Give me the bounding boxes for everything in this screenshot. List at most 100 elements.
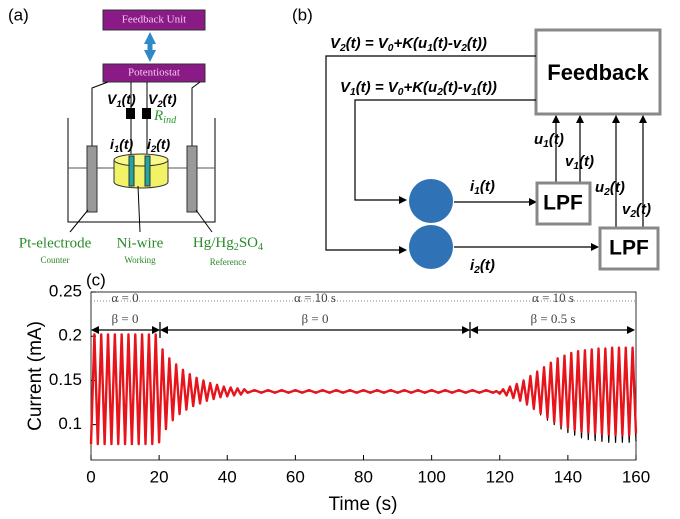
working-name: Ni-wire xyxy=(117,235,164,251)
i2-label: i2(t) xyxy=(147,136,171,155)
text-part: (t)) xyxy=(467,35,487,52)
subscript: 2 xyxy=(150,144,157,155)
subscript: 2 xyxy=(603,187,610,198)
subscript: 4 xyxy=(258,242,263,253)
text-part: R xyxy=(153,108,163,124)
subscript: 2 xyxy=(460,43,467,54)
regime-beta: β = 0 xyxy=(112,311,139,326)
text-part: (t) xyxy=(122,91,136,107)
feedback-unit-label: Feedback Unit xyxy=(122,14,186,26)
text-part: (t)-v xyxy=(443,79,473,96)
subscript: 1 xyxy=(543,139,549,150)
subscript: 2 xyxy=(629,209,636,220)
x-tick-label: 80 xyxy=(354,467,373,486)
i1-label: i1(t) xyxy=(110,136,134,155)
text-part: i xyxy=(470,178,475,195)
subscript: 0 xyxy=(398,87,404,98)
r-ind-label: Rind xyxy=(153,108,177,126)
text-part: (t) xyxy=(610,179,625,196)
electrode-labels: Pt-electrode Counter Ni-wire Working Hg/… xyxy=(19,235,263,267)
counter-name: Pt-electrode xyxy=(19,235,92,251)
panel-c: (c) Time (s) Current (mA) 0 20 40 60 80 100 12… xyxy=(25,270,650,515)
subscript: 2 xyxy=(339,43,346,54)
panel-a: (a) Feedback Unit Potentiostat V1(t) V2(… xyxy=(8,5,263,267)
reference-electrode xyxy=(186,145,198,213)
y-tick-label: 0.1 xyxy=(58,414,82,433)
v2-label: V2(t) xyxy=(148,91,177,110)
subscript: 1 xyxy=(116,99,121,110)
potentiostat-label: Potentiostat xyxy=(128,67,180,79)
subscript: 1 xyxy=(427,43,433,54)
panel-label: (b) xyxy=(292,5,313,24)
i2-label: i2(t) xyxy=(470,257,495,276)
summing-node xyxy=(409,179,453,223)
x-tick-label: 120 xyxy=(486,467,514,486)
x-axis-label: Time (s) xyxy=(329,494,398,515)
text-part: v xyxy=(622,201,632,218)
feedback-unit-box xyxy=(102,9,206,31)
regime-alpha: α = 10 s xyxy=(294,290,336,305)
subscript: 2 xyxy=(473,265,480,276)
potentiostat-box xyxy=(102,63,206,83)
equation: V1(t) = V0+K(u2(t)-v1(t)) xyxy=(340,79,497,98)
x-tick-label: 160 xyxy=(622,467,650,486)
x-tick-label: 100 xyxy=(417,467,445,486)
subscript: 2 xyxy=(156,99,163,110)
subscript: 2 xyxy=(436,87,443,98)
text-part: (t) xyxy=(163,91,177,107)
text-part: V xyxy=(148,91,159,107)
text-part: +K(u xyxy=(403,79,437,96)
i1-label: i1(t) xyxy=(470,178,495,197)
cell-top xyxy=(113,153,169,167)
panel-label: (c) xyxy=(86,270,106,289)
summing-node xyxy=(409,225,453,269)
subscript: 0 xyxy=(388,43,394,54)
text-part: i xyxy=(147,136,152,152)
text-part: (t) xyxy=(480,257,495,274)
x-tick-label: 0 xyxy=(86,467,95,486)
ni-wire xyxy=(144,155,151,187)
counter-electrode xyxy=(86,145,98,213)
text-part: i xyxy=(470,257,475,274)
text-part: (t) xyxy=(119,136,133,152)
panel-b: (b) Feedback V2(t) = V0+K(u1(t)-v2(t)) V… xyxy=(292,5,662,276)
u2-label: u2(t) xyxy=(595,179,625,198)
lpf-box xyxy=(535,181,592,226)
regime-alpha: α = 10 s xyxy=(532,290,574,305)
text-part: +K(u xyxy=(393,35,427,52)
resistor xyxy=(142,108,151,119)
text-part: (t) xyxy=(636,201,651,218)
regime-arrows xyxy=(91,322,635,338)
regime-beta: β = 0.5 s xyxy=(530,311,575,326)
equation: V2(t) = V0+K(u1(t)-v2(t)) xyxy=(330,35,487,54)
v2-label: v2(t) xyxy=(622,201,651,220)
regime-alpha: α = 0 xyxy=(111,290,138,305)
text-part: i xyxy=(110,136,115,152)
cell-body xyxy=(113,160,169,189)
text-part: (t)-v xyxy=(433,35,463,52)
regime-beta: β = 0 xyxy=(302,311,329,326)
v1-label: V1(t) xyxy=(107,91,136,110)
counter-role: Counter xyxy=(41,255,70,265)
feedback-box xyxy=(534,28,662,116)
text-part: V xyxy=(340,79,352,96)
subscript: 1 xyxy=(471,87,477,98)
ni-wire xyxy=(128,155,135,187)
text-part: (t) xyxy=(549,131,564,148)
working-role: Working xyxy=(124,255,156,265)
connections xyxy=(325,55,647,254)
lpf-label: LPF xyxy=(609,237,649,260)
text-part: V xyxy=(330,35,342,52)
subscript: ind xyxy=(163,115,177,126)
text-part: (t) xyxy=(480,178,495,195)
text-part: (t) xyxy=(579,153,594,170)
lpf-box xyxy=(598,226,660,271)
leaders xyxy=(69,185,213,233)
panel-label: (a) xyxy=(8,5,29,24)
text-part: Hg/Hg xyxy=(193,235,234,251)
text-part: (t) = V xyxy=(346,35,390,52)
x-tick-label: 140 xyxy=(554,467,582,486)
v1-label: v1(t) xyxy=(565,153,594,172)
reference-role: Reference xyxy=(210,257,246,267)
text-part: u xyxy=(534,131,543,148)
